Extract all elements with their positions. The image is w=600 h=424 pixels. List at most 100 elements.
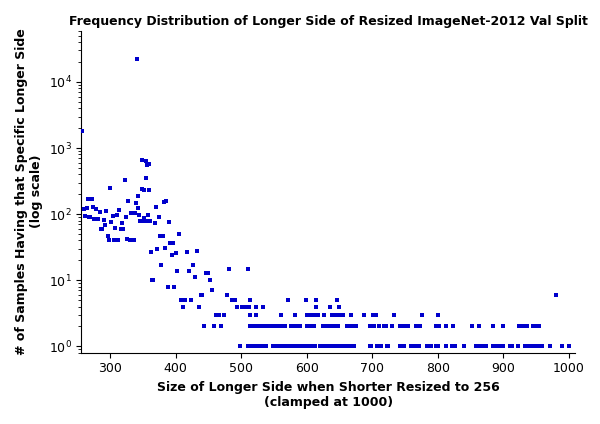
Point — [246, 323, 256, 330]
Point — [83, 196, 92, 203]
Point — [256, 323, 266, 330]
Point — [161, 198, 171, 204]
Point — [302, 311, 312, 318]
Point — [406, 343, 416, 350]
Point — [467, 323, 476, 330]
Point — [118, 226, 128, 233]
Point — [243, 343, 253, 350]
Point — [538, 343, 547, 350]
Point — [403, 323, 413, 330]
Point — [488, 343, 498, 350]
Point — [122, 236, 132, 243]
Point — [261, 343, 271, 350]
Point — [304, 343, 314, 350]
Point — [309, 311, 319, 318]
Point — [551, 292, 560, 298]
Point — [329, 343, 339, 350]
Point — [346, 311, 355, 318]
Point — [328, 323, 337, 330]
Point — [133, 204, 143, 211]
Point — [252, 343, 262, 350]
Point — [273, 343, 283, 350]
Point — [366, 343, 376, 350]
Point — [197, 292, 207, 298]
Point — [247, 323, 257, 330]
Point — [254, 323, 263, 330]
Point — [295, 323, 304, 330]
Point — [379, 323, 389, 330]
Point — [374, 343, 384, 350]
Point — [313, 311, 322, 318]
Point — [89, 216, 99, 223]
Point — [136, 217, 146, 224]
Point — [316, 343, 325, 350]
Point — [302, 323, 312, 330]
Point — [332, 343, 341, 350]
Point — [343, 343, 353, 350]
Point — [182, 248, 191, 255]
Point — [324, 323, 334, 330]
Point — [139, 215, 149, 222]
Point — [320, 343, 330, 350]
Point — [292, 343, 301, 350]
Point — [336, 343, 346, 350]
Point — [194, 303, 203, 310]
Point — [414, 343, 424, 350]
Point — [140, 217, 149, 224]
Title: Frequency Distribution of Longer Side of Resized ImageNet-2012 Val Split: Frequency Distribution of Longer Side of… — [69, 15, 588, 28]
Point — [325, 303, 334, 310]
Point — [305, 343, 315, 350]
Point — [521, 343, 530, 350]
Y-axis label: # of Samples Having that Specific Longer Side
(log scale): # of Samples Having that Specific Longer… — [15, 28, 43, 355]
Point — [130, 210, 140, 217]
Point — [524, 343, 534, 350]
Point — [411, 323, 421, 330]
Point — [271, 343, 280, 350]
Point — [186, 297, 196, 304]
Point — [346, 323, 355, 330]
Point — [530, 323, 540, 330]
Point — [267, 323, 277, 330]
Point — [269, 343, 278, 350]
Point — [297, 343, 307, 350]
Point — [174, 231, 184, 237]
Point — [303, 343, 313, 350]
Point — [475, 343, 485, 350]
Point — [166, 240, 175, 247]
Point — [389, 311, 399, 318]
Point — [433, 343, 442, 350]
Point — [344, 323, 354, 330]
Point — [192, 247, 202, 254]
Point — [125, 237, 134, 244]
Point — [95, 209, 104, 215]
Point — [209, 323, 219, 330]
Point — [417, 311, 427, 318]
Point — [448, 323, 458, 330]
Point — [180, 297, 190, 304]
Point — [251, 311, 261, 318]
Point — [474, 323, 484, 330]
Point — [88, 203, 98, 210]
Point — [557, 343, 567, 350]
Point — [257, 343, 267, 350]
Point — [331, 343, 341, 350]
Point — [328, 323, 338, 330]
Point — [499, 343, 508, 350]
Point — [376, 343, 385, 350]
Point — [143, 212, 153, 219]
Point — [79, 206, 89, 213]
Point — [318, 343, 328, 350]
Point — [275, 343, 284, 350]
Point — [434, 323, 444, 330]
Point — [383, 343, 392, 350]
Point — [278, 323, 288, 330]
Point — [314, 311, 323, 318]
Point — [235, 343, 245, 350]
Point — [338, 311, 348, 318]
Point — [287, 323, 296, 330]
Point — [247, 343, 256, 350]
Point — [217, 323, 226, 330]
Point — [374, 323, 383, 330]
Point — [117, 220, 127, 226]
Point — [282, 343, 292, 350]
